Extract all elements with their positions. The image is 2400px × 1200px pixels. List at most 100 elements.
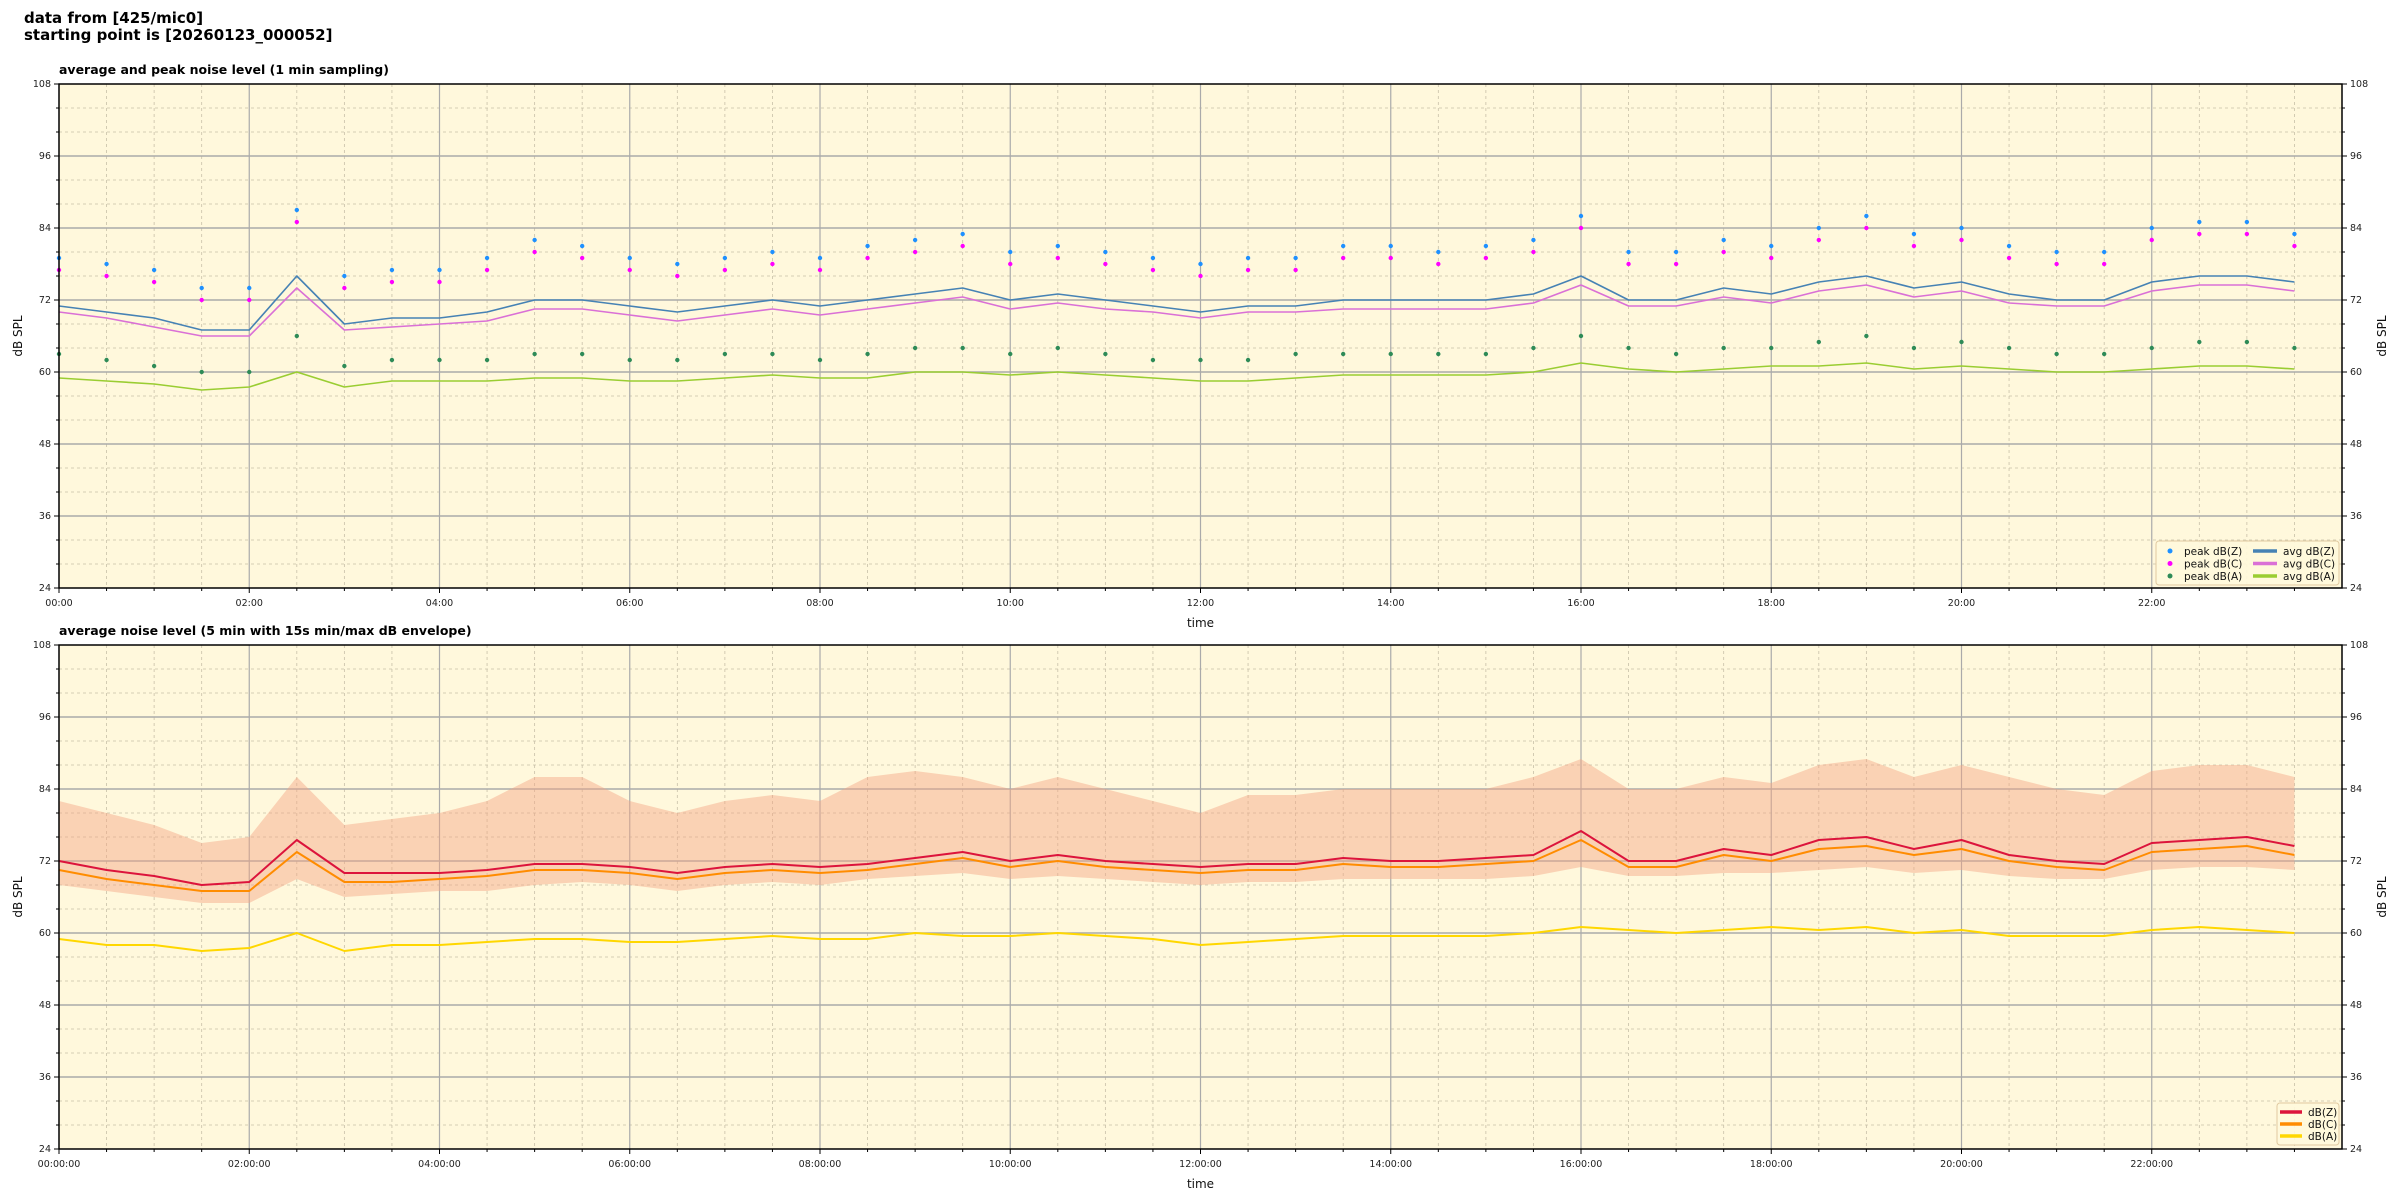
peak-db-c-point — [912, 249, 918, 255]
y-tick-label-right: 60 — [2350, 367, 2362, 378]
db-a-line — [58, 926, 2295, 952]
y-tick-label-right: 96 — [2350, 712, 2362, 723]
y-axis-label-left: dB SPL — [11, 876, 25, 918]
peak-db-c-point — [722, 267, 728, 273]
peak-db-c-point — [1436, 261, 1441, 267]
peak-db-a-point — [437, 357, 442, 363]
peak-db-z-point — [817, 255, 823, 261]
peak-db-z-point — [2149, 225, 2154, 231]
y-tick-label-left: 36 — [39, 511, 51, 522]
y-axis-label-right: dB SPL — [2375, 315, 2389, 357]
peak-db-a-point — [247, 369, 252, 375]
peak-db-c-point — [1673, 261, 1679, 267]
peak-db-z-point — [1578, 213, 1584, 219]
peak-db-z-point — [1055, 243, 1061, 249]
legend-marker — [2167, 573, 2173, 579]
x-tick-label: 16:00 — [1567, 598, 1594, 609]
peak-db-a-point — [1293, 351, 1298, 357]
y-tick-label-left: 96 — [39, 151, 51, 162]
peak-db-c-point — [247, 297, 252, 303]
peak-db-c-point — [675, 273, 680, 279]
peak-db-a-point — [294, 333, 300, 339]
peak-db-z-point — [1673, 249, 1679, 255]
peak-db-z-point — [199, 285, 204, 291]
peak-db-z-point — [1911, 231, 1917, 237]
x-tick-label: 20:00 — [1948, 598, 1975, 609]
peak-db-z-point — [2101, 249, 2107, 255]
peak-db-z-point — [1769, 243, 1774, 249]
peak-db-a-point — [1959, 339, 1964, 345]
peak-db-z-point — [104, 261, 109, 267]
y-tick-label-right: 108 — [2350, 79, 2368, 90]
peak-db-c-point — [2244, 231, 2250, 237]
peak-db-a-point — [2292, 345, 2297, 351]
peak-db-z-point — [2197, 219, 2202, 225]
figure-title-line1: data from [425/mic0] — [24, 9, 203, 27]
peak-db-z-point — [1864, 213, 1869, 219]
peak-db-z-point — [1245, 255, 1251, 261]
peak-db-c-point — [627, 267, 632, 273]
peak-db-a-point — [2006, 345, 2012, 351]
peak-db-c-point — [1626, 261, 1631, 267]
peak-db-z-point — [1959, 225, 1964, 231]
peak-db-a-point — [1626, 345, 1631, 351]
x-axis-label: time — [1187, 1177, 1214, 1191]
peak-db-a-point — [2149, 345, 2154, 351]
peak-db-c-point — [1055, 255, 1061, 261]
x-tick-label: 12:00 — [1187, 598, 1214, 609]
peak-db-a-point — [1864, 333, 1869, 339]
legend: peak dB(Z)peak dB(C)peak dB(A)avg dB(Z)a… — [2155, 540, 2340, 586]
legend-label: avg dB(Z) — [2283, 546, 2335, 558]
x-tick-label: 08:00 — [806, 598, 833, 609]
x-axis-label: time — [1187, 616, 1214, 630]
peak-db-a-point — [484, 357, 490, 363]
peak-db-z-point — [1721, 237, 1726, 243]
peak-db-c-point — [1198, 273, 1203, 279]
db-z-line — [58, 830, 2295, 886]
peak-db-c-point — [151, 279, 157, 285]
y-tick-label-left: 24 — [39, 1144, 51, 1155]
peak-db-a-point — [1483, 351, 1489, 357]
peak-db-a-point — [1103, 351, 1108, 357]
peak-db-c-point — [389, 279, 395, 285]
peak-db-a-point — [199, 369, 204, 375]
x-tick-label: 16:00:00 — [1560, 1159, 1603, 1170]
avg-db-z-line — [58, 275, 2295, 331]
peak-db-c-point — [1293, 267, 1298, 273]
x-tick-label: 04:00 — [426, 598, 453, 609]
y-tick-label-left: 96 — [39, 712, 51, 723]
x-tick-label: 12:00:00 — [1179, 1159, 1222, 1170]
peak-db-a-point — [722, 351, 728, 357]
y-tick-label-right: 72 — [2350, 856, 2362, 867]
x-tick-label: 14:00:00 — [1369, 1159, 1412, 1170]
y-tick-label-right: 60 — [2350, 928, 2362, 939]
peak-db-c-point — [104, 273, 109, 279]
peak-db-a-point — [104, 357, 109, 363]
bottom-chart: 24 24 36 36 48 48 60 60 72 72 84 84 96 96 108 108 00:00:… — [11, 623, 2389, 1191]
peak-db-z-point — [960, 231, 965, 237]
peak-db-a-point — [627, 357, 632, 363]
peak-db-a-point — [817, 357, 823, 363]
peak-db-c-point — [960, 243, 965, 249]
peak-db-a-point — [1578, 333, 1584, 339]
peak-db-z-point — [1340, 243, 1346, 249]
legend-label: peak dB(A) — [2184, 571, 2242, 583]
y-tick-label-left: 48 — [39, 1000, 51, 1011]
peak-db-z-point — [2292, 231, 2297, 237]
peak-db-a-point — [1388, 351, 1393, 357]
peak-db-z-point — [389, 267, 395, 273]
y-tick-label-right: 36 — [2350, 1072, 2362, 1083]
peak-db-c-point — [1864, 225, 1869, 231]
peak-db-a-point — [2054, 351, 2059, 357]
peak-db-c-point — [1769, 255, 1774, 261]
peak-db-a-point — [1340, 351, 1346, 357]
peak-db-c-point — [342, 285, 347, 291]
chart-title: average and peak noise level (1 min samp… — [59, 62, 389, 77]
y-tick-label-left: 48 — [39, 439, 51, 450]
peak-db-c-point — [865, 255, 870, 261]
legend-label: peak dB(Z) — [2184, 546, 2242, 558]
peak-db-c-point — [770, 261, 775, 267]
peak-db-a-point — [1721, 345, 1726, 351]
peak-db-z-point — [484, 255, 490, 261]
peak-db-c-point — [1578, 225, 1584, 231]
